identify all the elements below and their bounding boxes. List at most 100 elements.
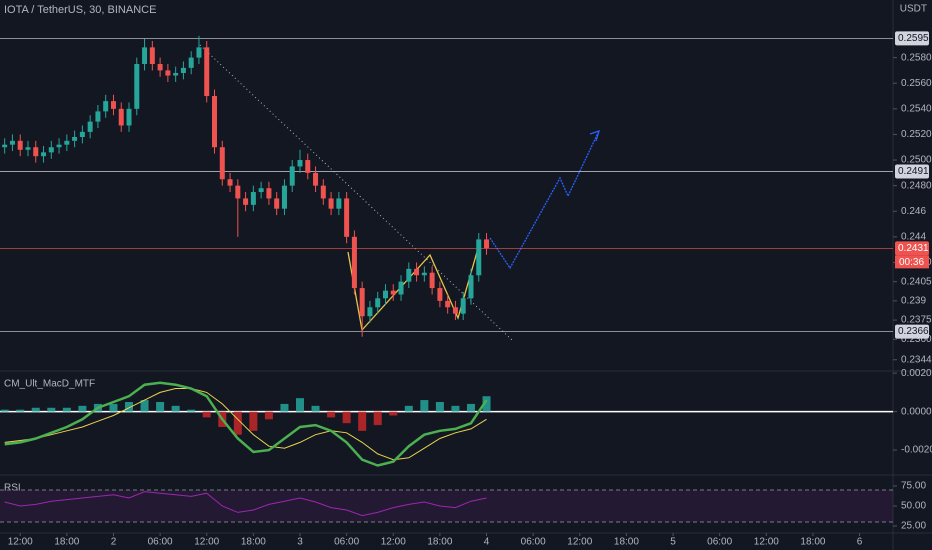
candle-body [445,300,451,308]
candle-body [64,140,70,145]
histogram-bar [140,400,149,412]
rsi-line [4,491,487,517]
histogram-bar [0,409,9,412]
x-tick-label: 12:00 [754,537,779,548]
histogram-bar [187,409,196,412]
candle-body [336,198,342,209]
x-tick-label: 06:00 [521,537,546,548]
histogram-bar [342,411,351,424]
x-tick-label: 3 [297,537,303,548]
price-level-box [895,164,929,179]
pattern-drawing [347,251,478,332]
y-tick-label: 25.00 [901,521,926,532]
candle-body [126,108,132,126]
candle-body [219,147,225,180]
candle-body [157,64,163,71]
candle-body [429,272,435,289]
candle-body [421,272,427,276]
x-tick-label: 18:00 [614,537,639,548]
histogram-bar [16,409,25,412]
countdown-label: 00:36 [899,257,924,268]
candle-body [344,198,350,237]
candle-body [212,96,218,148]
histogram-bar [280,403,289,412]
y-tick-label: 0.2405 [901,276,932,287]
candle-body [87,121,93,132]
candle-body [320,185,326,199]
candle-body [48,147,54,153]
y-tick-label: 75.00 [901,481,926,492]
candle-body [17,140,23,150]
candle-body [460,298,466,314]
x-tick-label: 18:00 [54,537,79,548]
candle-body [196,47,202,58]
candle-body [398,281,404,295]
candle-body [188,57,194,68]
histogram-bar [109,403,118,412]
y-tick-label: 0.2500 [901,155,932,166]
x-tick-label: 12:00 [194,537,219,548]
candle-body [72,136,78,141]
histogram-bar [435,402,444,412]
histogram-bar [62,407,71,412]
signal-line [4,388,487,461]
y-tick-label: 0.0020 [901,368,932,379]
candle-body [328,198,334,209]
x-tick-label: 12:00 [8,537,33,548]
histogram-bar [482,396,491,412]
symbol-title: IOTA / TetherUS, 30, BINANCE [4,4,156,16]
candle-body [235,185,241,199]
y-tick-label: 0.0000 [901,406,932,417]
y-tick-label: 0.2360 [901,334,932,345]
candle-body [390,290,396,295]
y-tick-label: 0.2580 [901,52,932,63]
x-tick-label: 06:00 [148,537,173,548]
x-tick-label: 18:00 [800,537,825,548]
candle-body [382,290,388,299]
x-tick-label: 2 [111,537,117,548]
candle-body [274,198,280,209]
price-level-label: 0.2491 [898,166,929,177]
candle-body [180,67,186,73]
candle-body [476,239,482,276]
histogram-bar [31,407,40,412]
x-tick-label: 18:00 [427,537,452,548]
candle-body [110,101,116,109]
candle-body [165,70,171,76]
histogram-bar [420,400,429,412]
histogram-bar [78,405,87,412]
candle-body [305,160,311,173]
candle-body [142,47,148,65]
y-tick-label: 0.2560 [901,78,932,89]
y-tick-label: 0.244 [901,231,926,242]
price-level-label: 0.2595 [898,33,929,44]
candle-body [289,166,295,186]
histogram-bar [373,411,382,426]
projection-arrowhead [589,129,600,142]
candle-body [173,72,179,76]
histogram-bar [233,411,242,435]
countdown-box [895,255,929,269]
candle-body [2,144,8,148]
price-level-label: 0.2366 [898,326,929,337]
x-tick-label: 12:00 [567,537,592,548]
y-tick-label: -0.0020 [901,445,932,456]
y-tick-label: 0.2540 [901,103,932,114]
y-tick-label: 0.2520 [901,129,932,140]
histogram-bar [466,403,475,412]
indicator-title: CM_Ult_MacD_MTF [4,379,95,390]
candle-body [149,47,155,65]
candle-body [227,179,233,186]
x-tick-label: 12:00 [381,537,406,548]
candle-body [79,131,85,137]
histogram-bar [295,398,304,412]
y-tick-label: 0.2375 [901,315,932,326]
candle-body [484,239,490,249]
candle-body [95,111,101,122]
x-tick-label: 4 [484,537,490,548]
candle-body [297,160,303,167]
candle-body [375,298,381,308]
candle-body [56,144,62,148]
